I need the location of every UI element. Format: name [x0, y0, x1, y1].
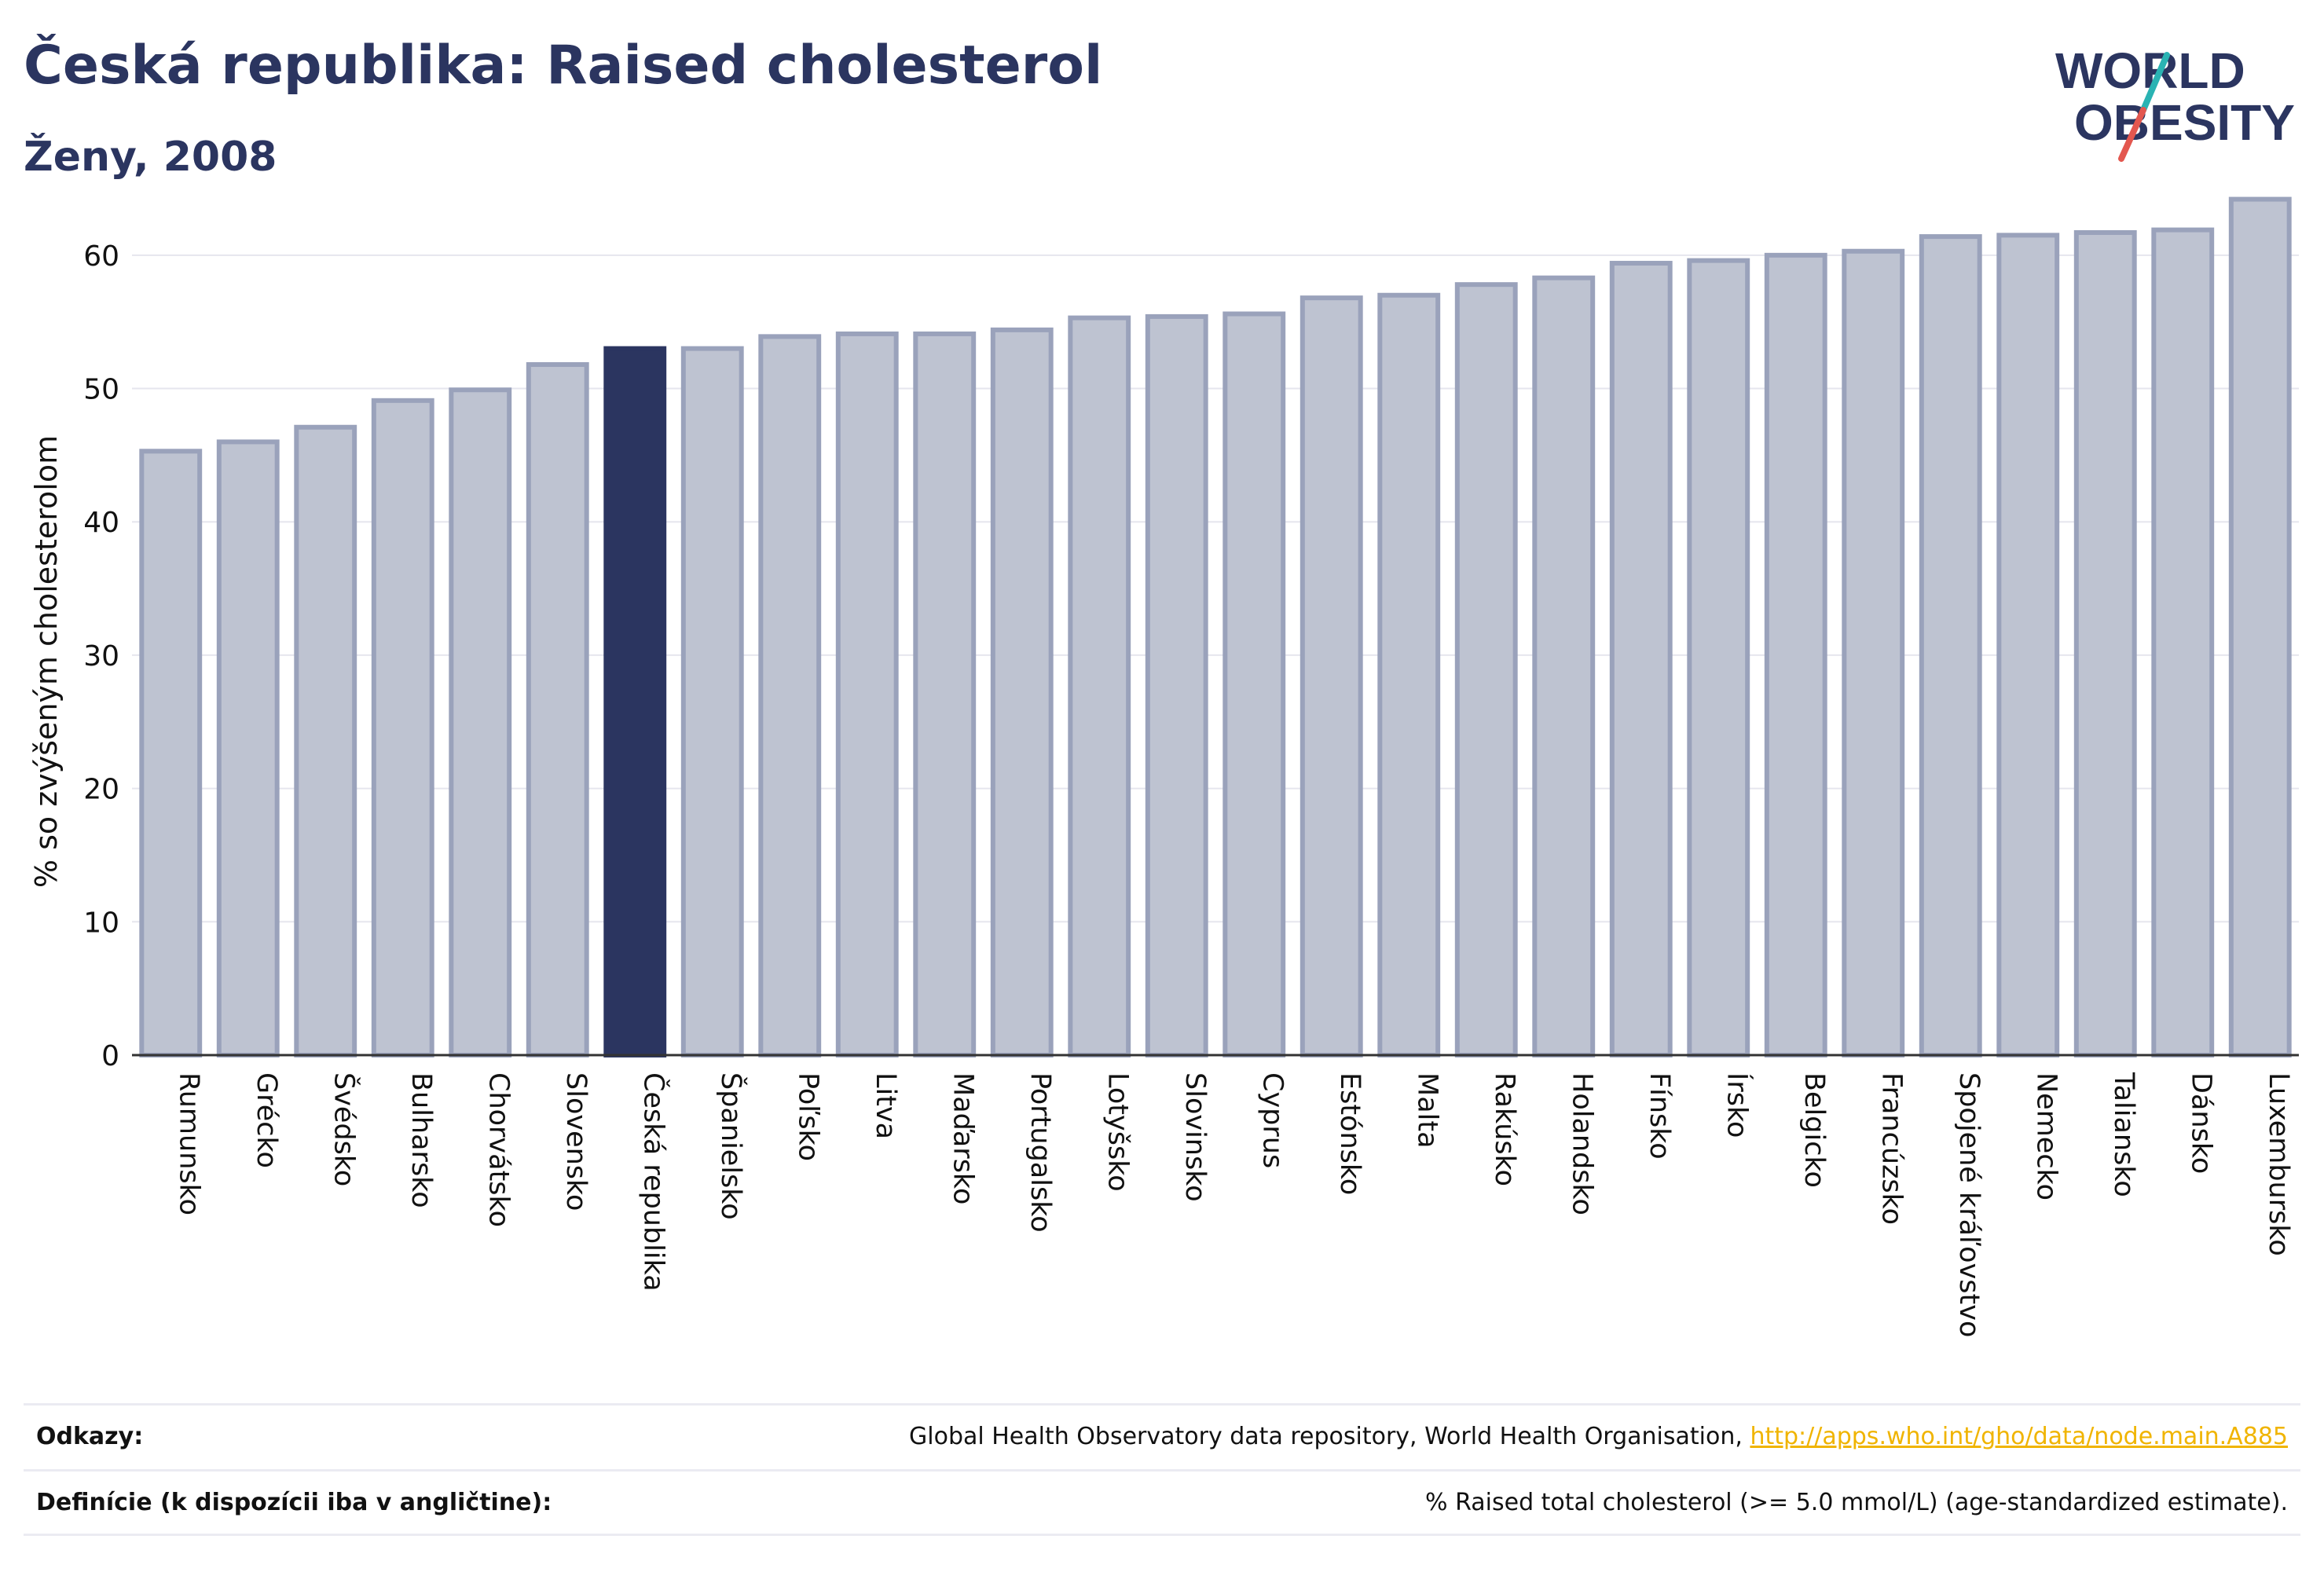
bar — [216, 439, 280, 1057]
bar — [1377, 292, 1441, 1057]
references-label: Odkazy: — [36, 1423, 144, 1450]
x-tick-label: Slovensko — [560, 1072, 592, 1211]
x-tick-label: Francúzsko — [1875, 1072, 1907, 1225]
y-tick-label: 60 — [83, 240, 119, 273]
bar-chart: 0 10 20 30 40 50 60 Rumunsko Grécko Švédsko Bulhar… — [29, 196, 2299, 1337]
bar — [371, 398, 434, 1057]
y-tick-label: 0 — [101, 1040, 119, 1072]
definitions-label: Definície (k dispozícii iba v angličtine… — [36, 1489, 552, 1516]
logo-word-obesity: OBESITY — [2074, 94, 2295, 151]
bar — [913, 331, 977, 1058]
bar — [758, 334, 822, 1057]
bar — [835, 331, 899, 1058]
x-tick-label: Česká republika — [637, 1072, 670, 1292]
references-link[interactable]: http://apps.who.int/gho/data/node.main.A… — [1750, 1423, 2288, 1450]
x-tick-label: Španielsko — [715, 1072, 748, 1220]
bar — [2151, 227, 2215, 1057]
bar — [1454, 282, 1518, 1057]
bar — [139, 449, 203, 1057]
logo-slash-teal — [2140, 52, 2170, 113]
y-tick-label: 30 — [83, 640, 119, 673]
bars — [139, 196, 2292, 1058]
definitions-row: Definície (k dispozícii iba v angličtine… — [24, 1469, 2300, 1536]
bar — [1687, 258, 1750, 1057]
definitions-value: % Raised total cholesterol (>= 5.0 mmol/… — [1425, 1489, 2288, 1516]
x-tick-label: Dánsko — [2185, 1072, 2216, 1174]
x-tick-label: Holandsko — [1566, 1072, 1597, 1215]
bar — [294, 424, 357, 1057]
x-tick-label: Fínsko — [1644, 1072, 1675, 1160]
x-tick-label: Švédsko — [328, 1072, 361, 1186]
bar — [1764, 252, 1827, 1058]
y-axis-label: % so zvýšeným cholesterolom — [29, 435, 64, 888]
bar — [1299, 295, 1363, 1057]
x-tick-label: Belgicko — [1798, 1072, 1830, 1188]
world-obesity-logo: WORLD OBESITY — [2055, 42, 2295, 162]
x-tick-label: Estónsko — [1334, 1072, 1365, 1195]
bar — [449, 387, 512, 1057]
bar — [1532, 275, 1596, 1057]
bar — [1996, 233, 2060, 1057]
x-tick-label: Luxembursko — [2263, 1072, 2294, 1256]
y-tick-label: 50 — [83, 374, 119, 406]
x-tick-label: Portugalsko — [1025, 1072, 1056, 1233]
bar — [990, 327, 1054, 1057]
x-tick-label: Malta — [1411, 1072, 1442, 1149]
y-tick-label: 40 — [83, 507, 119, 539]
x-tick-label: Taliansko — [2108, 1072, 2139, 1197]
references-value: Global Health Observatory data repositor… — [909, 1423, 2288, 1450]
bar — [1222, 311, 1286, 1058]
axes: 0 10 20 30 40 50 60 Rumunsko Grécko Švédsko Bulhar… — [83, 240, 2299, 1337]
x-tick-label: Rakúsko — [1489, 1072, 1520, 1186]
bar — [1609, 261, 1673, 1057]
x-tick-label: Poľsko — [792, 1072, 823, 1161]
bar — [1842, 248, 1905, 1057]
bar — [680, 346, 744, 1057]
logo-slash-red — [2118, 107, 2146, 162]
bar — [2073, 229, 2137, 1058]
x-tick-label: Maďarsko — [947, 1072, 978, 1204]
bar — [1145, 313, 1208, 1057]
bar — [1919, 234, 1982, 1057]
references-text: Global Health Observatory data repositor… — [909, 1423, 1750, 1450]
x-tick-label: Litva — [870, 1072, 901, 1139]
chart-title: Česká republika: Raised cholesterol — [24, 35, 1103, 97]
x-tick-label: Grécko — [251, 1072, 282, 1168]
y-tick-label: 20 — [83, 774, 119, 806]
references-row: Odkazy: Global Health Observatory data r… — [24, 1403, 2300, 1470]
bar — [2228, 196, 2292, 1057]
bar — [1068, 315, 1131, 1057]
x-tick-label: Slovinsko — [1179, 1072, 1211, 1202]
x-tick-label: Lotyšsko — [1102, 1072, 1133, 1192]
bar-highlight — [603, 346, 667, 1057]
x-tick-label: Chorvátsko — [482, 1072, 514, 1227]
x-tick-label: Bulharsko — [405, 1072, 437, 1208]
x-tick-label: Rumunsko — [173, 1072, 204, 1215]
y-tick-label: 10 — [83, 907, 119, 939]
x-tick-label: Írsko — [1721, 1072, 1754, 1138]
x-tick-label: Cyprus — [1256, 1072, 1288, 1168]
bar — [526, 361, 589, 1057]
footer-divider — [24, 1534, 2300, 1536]
x-tick-label: Nemecko — [2030, 1072, 2062, 1200]
x-tick-label: Spojené kráľovstvo — [1953, 1072, 1985, 1337]
chart-subtitle: Ženy, 2008 — [24, 134, 277, 181]
